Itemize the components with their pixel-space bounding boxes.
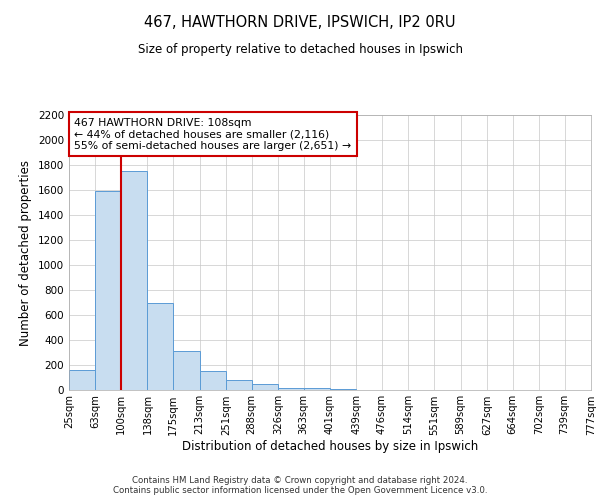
Bar (173, 351, 199, 390)
Text: 467, HAWTHORN DRIVE, IPSWICH, IP2 0RU: 467, HAWTHORN DRIVE, IPSWICH, IP2 0RU (144, 15, 456, 30)
Text: Contains HM Land Registry data © Crown copyright and database right 2024.: Contains HM Land Registry data © Crown c… (132, 476, 468, 485)
Bar (226, 380, 251, 390)
Bar (304, 388, 330, 390)
Text: Contains public sector information licensed under the Open Government Licence v3: Contains public sector information licen… (113, 486, 487, 495)
Bar (251, 384, 278, 390)
Text: Size of property relative to detached houses in Ipswich: Size of property relative to detached ho… (137, 42, 463, 56)
Y-axis label: Number of detached properties: Number of detached properties (19, 160, 32, 346)
X-axis label: Distribution of detached houses by size in Ipswich: Distribution of detached houses by size … (182, 440, 478, 453)
Bar (148, 302, 173, 390)
Bar (278, 388, 304, 390)
Text: 467 HAWTHORN DRIVE: 108sqm
← 44% of detached houses are smaller (2,116)
55% of s: 467 HAWTHORN DRIVE: 108sqm ← 44% of deta… (74, 118, 352, 151)
Bar (121, 171, 148, 390)
Bar (95, 191, 121, 390)
Bar (69, 370, 95, 390)
Bar (199, 370, 226, 390)
